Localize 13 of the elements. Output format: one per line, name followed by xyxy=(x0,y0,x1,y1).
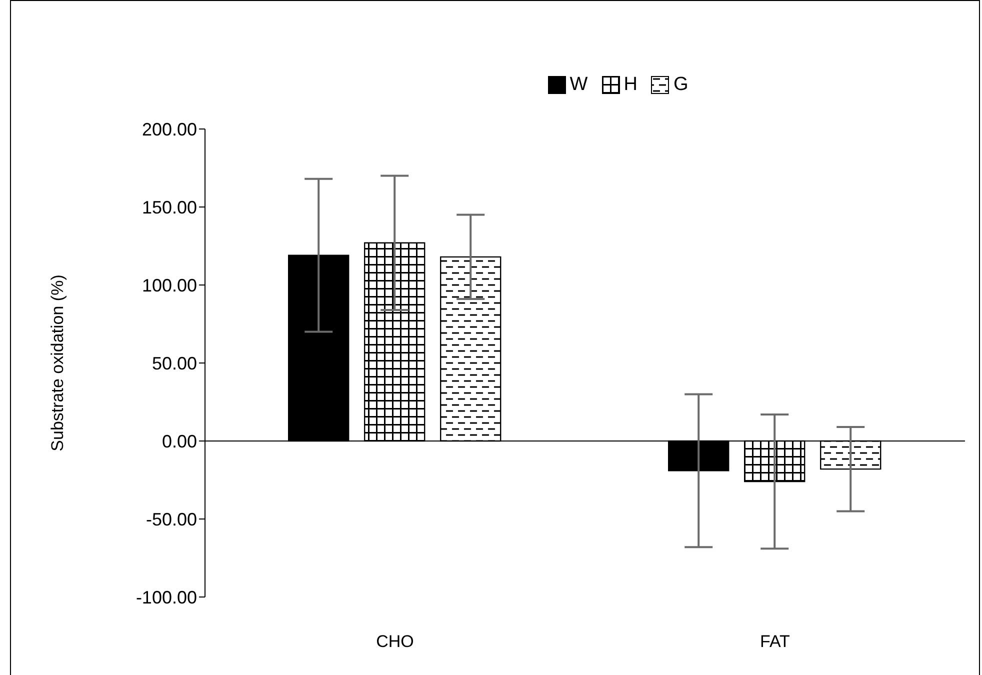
y-tick-label: 0.00 xyxy=(162,431,197,452)
y-tick-label: -50.00 xyxy=(146,509,197,530)
y-tick-label: 100.00 xyxy=(142,275,197,296)
y-tick-label: 50.00 xyxy=(152,353,197,374)
x-tick-label: FAT xyxy=(760,632,790,652)
y-tick-label: -100.00 xyxy=(136,587,197,608)
y-axis-title: Substrate oxidation (%) xyxy=(48,274,68,452)
y-tick-label: 150.00 xyxy=(142,197,197,218)
legend-label: W xyxy=(568,74,588,96)
x-tick-label: CHO xyxy=(376,632,414,652)
legend-label: G xyxy=(672,74,688,96)
y-tick-label: 200.00 xyxy=(142,119,197,140)
legend-label: H xyxy=(622,74,638,96)
